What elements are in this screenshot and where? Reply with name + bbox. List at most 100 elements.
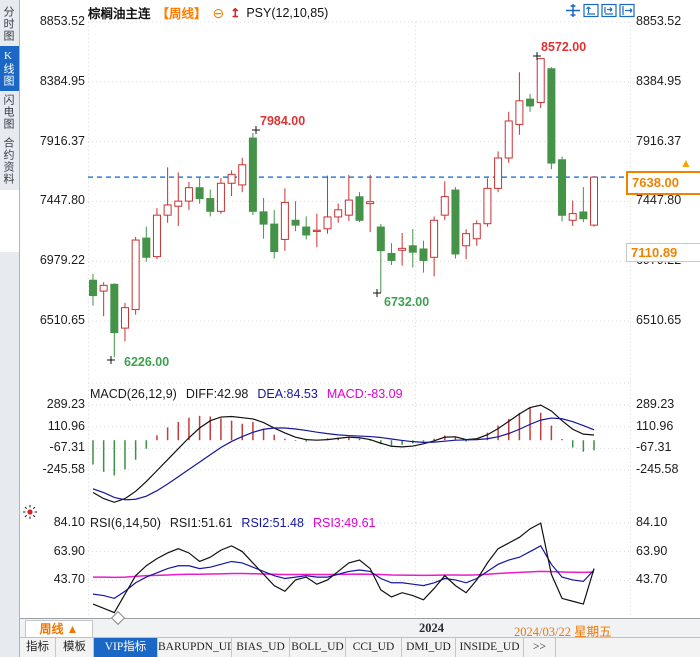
y-axis-label-left: -67.31	[49, 440, 85, 454]
candle	[110, 283, 119, 358]
candle	[568, 200, 577, 227]
macd-dea-value: DEA:84.53	[257, 387, 318, 401]
macd-macd-value: MACD:-83.09	[326, 387, 403, 401]
y-axis-label-left: 8384.95	[39, 74, 85, 88]
indicator-tab[interactable]: INSIDE_UD	[456, 638, 524, 657]
rsi2-line	[92, 545, 595, 600]
candle	[174, 172, 183, 227]
y-axis-label-right: 7447.80	[636, 193, 682, 207]
macd-dea-line	[92, 417, 595, 501]
candle	[120, 302, 129, 342]
candle	[515, 72, 524, 135]
time-axis-bar: 周线 ▲ 2024 2024/03/22 星期五	[20, 618, 700, 639]
contract-title: 棕榈油主连	[88, 7, 151, 21]
annotation-text: 8572.00	[541, 40, 586, 54]
y-axis-label-left: 84.10	[53, 515, 85, 529]
candle	[462, 229, 471, 260]
candle	[163, 167, 172, 223]
candle	[195, 176, 204, 204]
y-axis-label-left: 8853.52	[39, 14, 85, 28]
candle	[494, 151, 503, 193]
rsi-params: RSI(6,14,50)	[90, 516, 161, 530]
rsi3-line	[93, 570, 595, 579]
y-axis-label-right: 84.10	[636, 515, 668, 529]
price-annotation: 6226.00	[107, 355, 169, 369]
expand-scale-tool-icon[interactable]	[601, 3, 617, 18]
macd-plot-area[interactable]	[88, 400, 630, 505]
sidebar-tab-3[interactable]: 闪电图	[2, 94, 14, 130]
candle	[483, 178, 492, 227]
candle	[430, 216, 439, 277]
candle	[227, 170, 236, 197]
y-axis-label-left: -245.58	[42, 462, 85, 476]
candle	[216, 178, 225, 214]
candle	[99, 282, 108, 317]
y-axis-label-right: 6510.65	[636, 313, 682, 327]
indicator-tab[interactable]: BOLL_UD	[290, 638, 346, 657]
candle	[270, 210, 279, 259]
period-tag[interactable]: 【周线】	[156, 7, 207, 21]
indicator-tab[interactable]: 模板	[56, 638, 94, 657]
candle	[451, 187, 460, 259]
y-axis-label-left: 43.70	[53, 572, 85, 586]
indicator-tab[interactable]: 指标	[20, 638, 56, 657]
y-axis-label-right: 8853.52	[636, 14, 682, 28]
indicator-settings-sun-icon[interactable]	[22, 504, 38, 520]
rsi1-line	[92, 522, 595, 614]
candle	[579, 187, 588, 223]
indicator-tab[interactable]: BIAS_UD	[232, 638, 290, 657]
candle	[355, 192, 364, 223]
y-axis-label-right: 43.70	[636, 572, 668, 586]
period-selector-button[interactable]: 周线 ▲	[25, 620, 93, 638]
annotation-text: 6732.00	[384, 295, 429, 309]
sidebar-tab-4[interactable]: 合约资料	[2, 137, 14, 185]
candle	[323, 175, 332, 234]
candle	[558, 156, 567, 222]
candle	[334, 203, 343, 223]
y-axis-label-left: 6510.65	[39, 313, 85, 327]
y-axis-label-right: 63.90	[636, 544, 668, 558]
annotation-text: 7984.00	[260, 114, 305, 128]
left-sidebar: 分时图 K线图闪电图合约资料	[0, 0, 20, 657]
main-chart-plot-area[interactable]	[88, 22, 630, 383]
candle	[280, 188, 289, 251]
sidebar-tab-1[interactable]: 分时图	[2, 6, 14, 42]
price-annotation: 8572.00	[533, 40, 586, 60]
macd-panel-label: MACD(26,12,9) DIFF:42.98 DEA:84.53 MACD:…	[90, 387, 403, 401]
y-axis-label-right: 289.23	[636, 397, 675, 411]
compress-scale-tool-icon[interactable]	[583, 3, 599, 18]
candle	[440, 181, 449, 221]
price-annotation: 7984.00	[252, 114, 305, 134]
candlestick-series	[89, 57, 599, 358]
indicator-tab[interactable]: CCI_UD	[346, 638, 402, 657]
indicator-tab[interactable]: BARUPDN_UD	[158, 638, 232, 657]
y-axis-label-right: 8384.95	[636, 74, 682, 88]
sidebar-tab-2[interactable]: K线图	[0, 46, 19, 91]
indicator-tab[interactable]: DMI_UD	[402, 638, 456, 657]
candle	[184, 181, 193, 211]
y-axis-label-right: -245.58	[636, 462, 679, 476]
remove-indicator-icon[interactable]: ⊖	[212, 4, 225, 21]
indicator-tab[interactable]: >>	[524, 638, 556, 657]
macd-diff-line	[92, 404, 595, 503]
macd-diff-value: DIFF:42.98	[185, 387, 249, 401]
shift-right-tool-icon[interactable]	[619, 3, 635, 18]
candle	[504, 111, 513, 163]
cursor-date-label: 2024/03/22 星期五	[514, 625, 612, 639]
candle	[302, 216, 311, 240]
candle	[419, 240, 428, 273]
rsi2-value: RSI2:51.48	[241, 516, 304, 530]
candle	[248, 132, 257, 216]
y-axis-label-left: 289.23	[46, 397, 85, 411]
candle	[398, 233, 407, 266]
sidebar-spacer	[0, 190, 19, 252]
candle	[408, 228, 417, 268]
indicator-tab[interactable]: VIP指标	[94, 638, 158, 657]
crosshair-tool-icon[interactable]	[565, 3, 581, 18]
price-annotation: 6732.00	[373, 289, 429, 309]
candle	[312, 213, 321, 248]
rsi1-value: RSI1:51.61	[169, 516, 233, 530]
year-axis-label: 2024	[419, 621, 444, 635]
candle	[526, 93, 535, 112]
